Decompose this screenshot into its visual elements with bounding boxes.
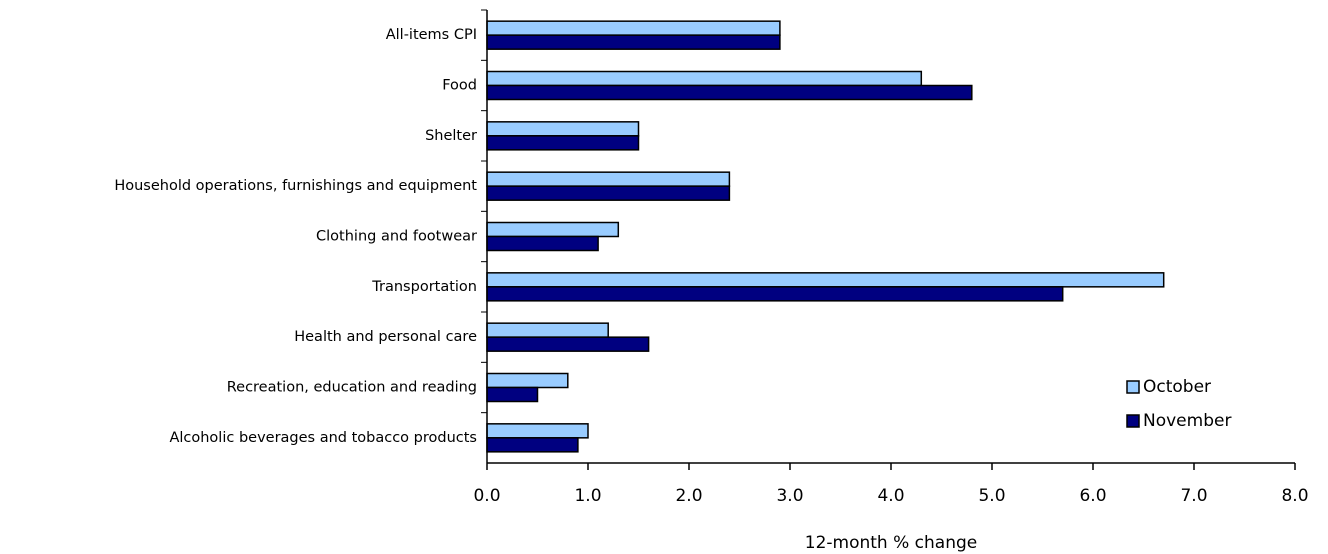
x-tick-label: 0.0 xyxy=(473,486,500,506)
x-tick-label: 4.0 xyxy=(877,486,904,506)
legend-swatch xyxy=(1126,380,1140,394)
x-tick-label: 6.0 xyxy=(1079,486,1106,506)
x-tick-label: 2.0 xyxy=(675,486,702,506)
x-tick-label: 8.0 xyxy=(1281,486,1308,506)
bar xyxy=(486,221,620,238)
legend-label: November xyxy=(1143,411,1231,431)
x-tick-label: 1.0 xyxy=(574,486,601,506)
legend-swatch xyxy=(1126,414,1140,428)
bar xyxy=(486,84,973,101)
x-axis-title: 12-month % change xyxy=(805,533,977,553)
y-tick-label: Household operations, furnishings and eq… xyxy=(114,178,477,194)
bar xyxy=(486,286,1064,302)
legend-label: October xyxy=(1143,377,1211,397)
bar xyxy=(486,135,640,151)
y-tick-label: Transportation xyxy=(371,279,477,295)
bar xyxy=(486,121,640,137)
y-tick-label: Clothing and footwear xyxy=(316,229,477,245)
y-tick-label: Food xyxy=(442,78,477,94)
bar xyxy=(486,437,579,453)
y-tick-label: Shelter xyxy=(425,128,477,144)
x-tick-label: 5.0 xyxy=(978,486,1005,506)
bar xyxy=(486,322,609,338)
bar xyxy=(486,372,569,389)
bar xyxy=(486,423,589,439)
bar xyxy=(486,386,539,403)
y-tick-label: Alcoholic beverages and tobacco products xyxy=(169,430,477,446)
y-tick-label: Health and personal care xyxy=(294,329,477,345)
x-tick-label: 3.0 xyxy=(776,486,803,506)
bar xyxy=(486,235,599,252)
y-tick-label: All-items CPI xyxy=(386,27,477,43)
bar xyxy=(486,34,781,50)
bar xyxy=(486,70,923,87)
bar xyxy=(486,272,1165,288)
y-tick-label: Recreation, education and reading xyxy=(227,380,477,396)
x-tick-label: 7.0 xyxy=(1180,486,1207,506)
bar xyxy=(486,185,731,201)
bar xyxy=(486,336,650,352)
bar xyxy=(486,20,781,36)
bar xyxy=(486,171,731,187)
